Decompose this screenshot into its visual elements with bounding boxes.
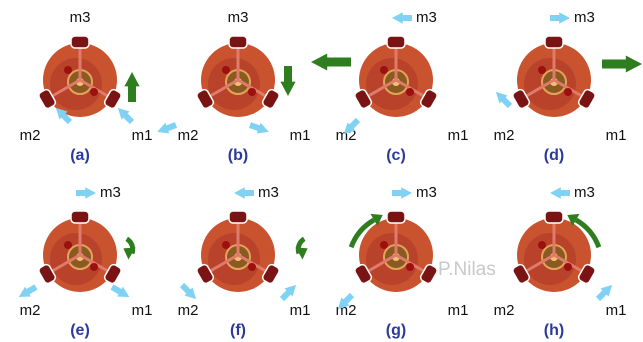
motor-label: m1 <box>132 302 153 319</box>
wheel <box>545 36 563 48</box>
panel-label: (d) <box>544 147 564 164</box>
motor-label: m3 <box>100 184 121 201</box>
robot-part <box>564 263 572 271</box>
motor-label: m3 <box>228 9 249 26</box>
wheel <box>71 36 89 48</box>
wheel <box>545 211 563 223</box>
motor-label: m1 <box>290 127 311 144</box>
motor-label: m1 <box>290 302 311 319</box>
robot-part <box>222 241 230 249</box>
robot-part <box>406 263 414 271</box>
motor-label: m1 <box>606 302 627 319</box>
motor-label: m1 <box>606 127 627 144</box>
motor-label: m2 <box>20 302 41 319</box>
motor-label: m1 <box>448 302 469 319</box>
wheel <box>229 36 247 48</box>
motor-label: m2 <box>494 302 515 319</box>
panel-label: (b) <box>228 147 248 164</box>
motor-label: m3 <box>416 184 437 201</box>
robot-part <box>538 66 546 74</box>
robot-part <box>248 88 256 96</box>
robot-part <box>64 66 72 74</box>
robot-part <box>380 241 388 249</box>
panel-label: (f) <box>230 322 246 339</box>
motor-label: m2 <box>178 127 199 144</box>
motor-label: m2 <box>178 302 199 319</box>
panel-label: (e) <box>70 322 90 339</box>
motor-label: m2 <box>494 127 515 144</box>
motor-label: m3 <box>258 184 279 201</box>
robot-part <box>380 66 388 74</box>
wheel <box>387 36 405 48</box>
panel-label: (g) <box>386 322 406 339</box>
robot-part <box>90 88 98 96</box>
panel-label: (a) <box>70 147 90 164</box>
robot-part <box>564 88 572 96</box>
motor-label: m3 <box>574 184 595 201</box>
robot-part <box>406 88 414 96</box>
motor-label: m3 <box>416 9 437 26</box>
panel-label: (h) <box>544 322 564 339</box>
motor-label: m3 <box>70 9 91 26</box>
robot-part <box>64 241 72 249</box>
wheel <box>71 211 89 223</box>
robot-part <box>538 241 546 249</box>
robot-part <box>90 263 98 271</box>
motor-label: m3 <box>574 9 595 26</box>
robot-part <box>248 263 256 271</box>
wheel <box>387 211 405 223</box>
robot-part <box>222 66 230 74</box>
watermark: P.Nilas <box>438 259 496 280</box>
motor-label: m2 <box>20 127 41 144</box>
panel-label: (c) <box>386 147 406 164</box>
motor-label: m1 <box>448 127 469 144</box>
diagram: m3 m2 m1 (a) m3 m2 m1 (b) m3 m2 m1 (c) m3 m2 m1 (d) m3 m2… <box>0 0 643 342</box>
motor-label: m1 <box>132 127 153 144</box>
wheel <box>229 211 247 223</box>
